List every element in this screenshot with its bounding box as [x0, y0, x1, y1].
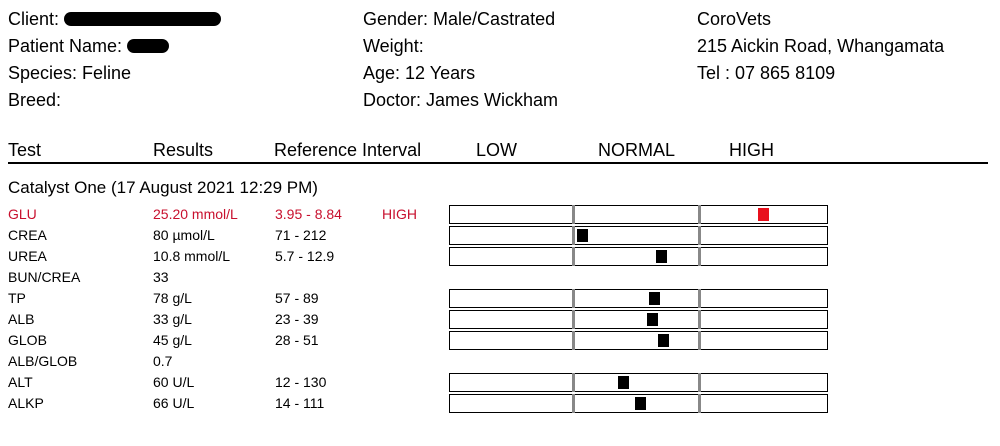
result-marker — [577, 229, 588, 242]
col-low: LOW — [476, 140, 518, 160]
test-name: GLOB — [8, 332, 47, 348]
range-divider-low — [572, 373, 575, 392]
test-result: 10.8 mmol/L — [153, 248, 231, 264]
client-line: Client: — [8, 6, 222, 32]
test-reference: 28 - 51 — [275, 332, 319, 348]
result-marker — [758, 208, 769, 221]
test-result: 66 U/L — [153, 395, 195, 411]
result-row-alb-glob: ALB/GLOB 0.7 — [0, 351, 1000, 372]
range-bar — [449, 289, 828, 308]
result-marker — [647, 313, 658, 326]
test-result: 80 µmol/L — [153, 227, 215, 243]
col-normal: NORMAL — [598, 140, 676, 160]
range-divider-high — [698, 289, 701, 308]
result-row-alb: ALB 33 g/L 23 - 39 — [0, 309, 1000, 330]
result-row-tp: TP 78 g/L 57 - 89 — [0, 288, 1000, 309]
result-marker — [649, 292, 660, 305]
test-name: ALB/GLOB — [8, 353, 78, 369]
test-result: 25.20 mmol/L — [153, 206, 238, 222]
test-result: 33 g/L — [153, 311, 192, 327]
test-reference: 71 - 212 — [275, 227, 327, 243]
test-result: 60 U/L — [153, 374, 195, 390]
range-bar — [449, 226, 828, 245]
clinic-name: CoroVets — [697, 9, 772, 29]
range-divider-high — [698, 205, 701, 224]
range-bar — [449, 310, 828, 329]
client-redaction — [64, 12, 222, 26]
result-row-urea: UREA 10.8 mmol/L 5.7 - 12.9 — [0, 246, 1000, 267]
result-marker — [635, 397, 646, 410]
client-label: Client: — [8, 9, 60, 29]
range-bar — [449, 394, 828, 413]
result-row-alt: ALT 60 U/L 12 - 130 — [0, 372, 1000, 393]
section-title: Catalyst One (17 August 2021 12:29 PM) — [8, 178, 318, 197]
test-name: BUN/CREA — [8, 269, 81, 285]
result-row-crea: CREA 80 µmol/L 71 - 212 — [0, 225, 1000, 246]
test-name: ALKP — [8, 395, 44, 411]
range-divider-low — [572, 205, 575, 224]
clinic-tel: Tel : 07 865 8109 — [697, 63, 836, 83]
col-reference: Reference Interval — [274, 140, 422, 160]
col-results: Results — [153, 140, 214, 160]
result-row-glob: GLOB 45 g/L 28 - 51 — [0, 330, 1000, 351]
test-name: CREA — [8, 227, 47, 243]
test-name: ALT — [8, 374, 33, 390]
test-name: GLU — [8, 206, 37, 222]
patient-label: Patient Name: — [8, 36, 123, 56]
range-bar — [449, 373, 828, 392]
species-text: Species: Feline — [8, 63, 132, 83]
test-name: UREA — [8, 248, 47, 264]
col-high: HIGH — [729, 140, 774, 160]
test-result: 45 g/L — [153, 332, 192, 348]
range-divider-high — [698, 331, 701, 350]
test-result: 33 — [153, 269, 169, 285]
patient-redaction — [127, 39, 170, 53]
test-reference: 14 - 111 — [275, 395, 325, 411]
range-divider-high — [698, 226, 701, 245]
range-bar — [449, 331, 828, 350]
range-divider-low — [572, 247, 575, 266]
result-row-alkp: ALKP 66 U/L 14 - 111 — [0, 393, 1000, 414]
clinic-address: 215 Aickin Road, Whangamata — [697, 36, 945, 56]
test-result: 78 g/L — [153, 290, 192, 306]
range-bar — [449, 205, 828, 224]
gender-text: Gender: Male/Castrated — [363, 9, 556, 29]
test-reference: 3.95 - 8.84 — [275, 206, 342, 222]
breed-text: Breed: — [8, 90, 62, 110]
test-flag: HIGH — [382, 206, 417, 222]
result-marker — [658, 334, 669, 347]
age-text: Age: 12 Years — [363, 63, 476, 83]
range-divider-high — [698, 310, 701, 329]
doctor-text: Doctor: James Wickham — [363, 90, 559, 110]
test-name: TP — [8, 290, 26, 306]
range-divider-low — [572, 331, 575, 350]
range-bar — [449, 247, 828, 266]
result-row-bun-crea: BUN/CREA 33 — [0, 267, 1000, 288]
range-divider-high — [698, 373, 701, 392]
test-reference: 12 - 130 — [275, 374, 327, 390]
range-divider-low — [572, 289, 575, 308]
test-reference: 5.7 - 12.9 — [275, 248, 335, 264]
range-divider-high — [698, 247, 701, 266]
test-reference: 23 - 39 — [275, 311, 319, 327]
col-test: Test — [8, 140, 42, 160]
test-name: ALB — [8, 311, 35, 327]
test-result: 0.7 — [153, 353, 173, 369]
weight-text: Weight: — [363, 36, 424, 56]
test-reference: 57 - 89 — [275, 290, 319, 306]
range-divider-high — [698, 394, 701, 413]
result-row-glu: GLU 25.20 mmol/L 3.95 - 8.84 HIGH — [0, 204, 1000, 225]
patient-line: Patient Name: — [8, 33, 170, 59]
range-divider-low — [572, 226, 575, 245]
header-divider — [8, 162, 988, 164]
result-marker — [656, 250, 667, 263]
range-divider-low — [572, 310, 575, 329]
range-divider-low — [572, 394, 575, 413]
result-marker — [618, 376, 629, 389]
